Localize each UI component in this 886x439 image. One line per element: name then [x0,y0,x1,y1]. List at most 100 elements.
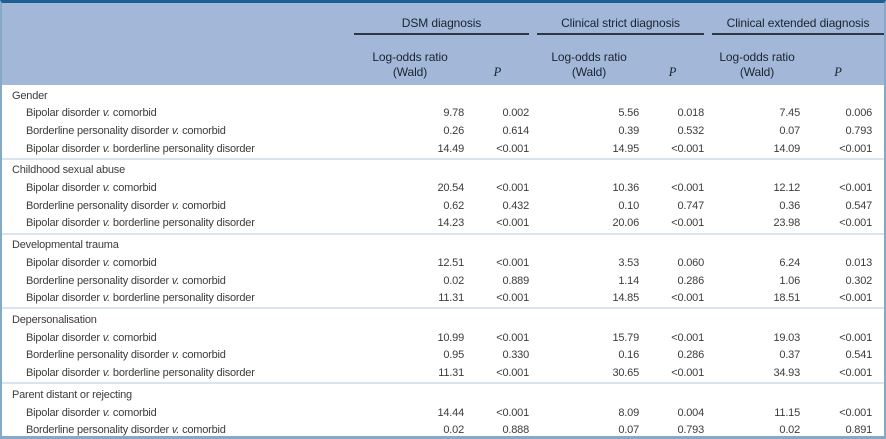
wald-value: 18.51 [773,292,801,305]
comparison-label: Borderline personality disorder v. comor… [2,123,354,141]
group-header-clinical-extended: Clinical extended diagnosis [712,3,884,35]
p-value: 0.002 [502,107,529,120]
label-post: comorbid [112,107,157,120]
section-label-row: Developmental trauma [2,232,884,255]
column-spacer [704,34,713,85]
section-label: Depersonalisation [2,307,884,330]
label-post: comorbid [112,182,157,195]
label-post: comorbid [112,331,157,344]
group-header-clinical-strict: Clinical strict diagnosis [537,3,705,35]
wald-value: 0.39 [618,125,639,138]
logodds-label-line2: (Wald) [392,65,428,79]
table-row: Bipolar disorder v. borderline personali… [2,290,884,309]
table-header: DSM diagnosis Clinical strict diagnosis … [2,3,884,85]
p-value: <0.001 [496,142,529,155]
wald-value: 11.31 [438,367,464,379]
section-label-row: Gender [2,85,884,105]
label-post: borderline personality disorder [112,292,255,305]
column-spacer [704,197,712,215]
table-row: Bipolar disorder v. borderline personali… [2,365,884,384]
label-versus: v. [102,107,111,120]
wald-value: 0.16 [618,349,639,362]
label-versus: v. [102,257,111,270]
label-post: comorbid [182,199,226,212]
wald-value: 14.95 [612,142,639,155]
p-value: <0.001 [496,217,529,230]
wald-value: 12.51 [437,257,464,270]
p-label: P [834,65,842,79]
wald-value: 11.15 [774,406,801,419]
wald-value: 10.99 [437,331,464,344]
label-pre: Borderline personality disorder [26,199,169,212]
label-post: borderline personality disorder [112,367,255,379]
p-value: 0.302 [845,274,873,287]
table-row: Borderline personality disorder v. comor… [2,347,884,365]
p-value: 0.006 [845,107,873,120]
wald-value: 14.44 [437,406,464,419]
wald-value: 0.62 [443,199,464,212]
column-spacer [529,34,537,85]
label-pre: Bipolar disorder [26,107,100,120]
column-spacer [529,255,537,273]
label-post: comorbid [182,349,226,362]
wald-value: 0.95 [443,349,464,362]
column-spacer [529,290,537,309]
column-spacer [704,365,712,384]
col-header-logodds-dsm: Log-odds ratio (Wald) [354,34,466,85]
wald-value: 3.53 [618,257,639,270]
wald-value: 14.23 [437,217,464,230]
stub-cell [2,34,354,85]
section-label-row: Depersonalisation [2,307,884,330]
p-value: 0.547 [845,199,873,212]
logodds-label-line1: Log-odds ratio [372,50,448,64]
wald-value: 0.10 [618,199,639,212]
comparison-label: Bipolar disorder v. comorbid [2,105,354,123]
label-versus: v. [102,142,111,155]
column-spacer [704,123,712,141]
column-spacer [529,422,537,436]
table-section: Parent distant or rejecting Bipolar disor… [2,382,884,437]
table-row: Bipolar disorder v. comorbid 12.51 <0.001 3… [2,255,884,273]
column-spacer [529,347,537,365]
column-spacer [704,140,712,159]
comparison-label: Bipolar disorder v. comorbid [2,404,354,422]
p-value: <0.001 [839,292,873,305]
label-versus: v. [171,274,180,287]
wald-value: 23.98 [773,217,801,230]
column-spacer [529,140,537,159]
p-value: <0.001 [671,217,705,230]
wald-value: 6.24 [779,257,801,270]
column-spacer [529,197,537,215]
wald-value: 0.02 [443,424,464,437]
p-value: 0.330 [502,349,529,362]
section-label: Developmental trauma [2,232,884,255]
label-versus: v. [102,406,111,419]
label-post: comorbid [112,406,157,419]
table-row: Bipolar disorder v. comorbid 9.78 0.002 5.5… [2,105,884,123]
p-value: <0.001 [839,406,873,419]
label-pre: Bipolar disorder [26,292,100,305]
section-label: Gender [12,89,48,102]
results-table: DSM diagnosis Clinical strict diagnosis … [2,3,884,437]
p-label: P [493,65,502,79]
column-spacer [704,404,712,422]
p-value: 0.891 [845,424,873,437]
p-value: 0.747 [677,199,705,212]
table-row: Borderline personality disorder v. comor… [2,422,884,437]
col-header-p-extended: P [802,34,884,85]
label-versus: v. [171,349,180,362]
column-spacer [704,422,712,436]
comparison-label: Bipolar disorder v. borderline personali… [2,365,354,384]
label-pre: Borderline personality disorder [26,349,169,362]
label-versus: v. [102,331,111,344]
logodds-label-line1: Log-odds ratio [551,50,627,64]
label-pre: Borderline personality disorder [26,274,169,287]
label-pre: Borderline personality disorder [26,125,169,138]
comparison-label: Bipolar disorder v. borderline personali… [2,140,354,159]
column-spacer [704,105,712,123]
table-row: Borderline personality disorder v. comor… [2,197,884,215]
p-value: <0.001 [671,292,705,305]
p-value: <0.001 [496,331,529,344]
p-value: 0.060 [677,257,705,270]
label-versus: v. [102,292,111,305]
